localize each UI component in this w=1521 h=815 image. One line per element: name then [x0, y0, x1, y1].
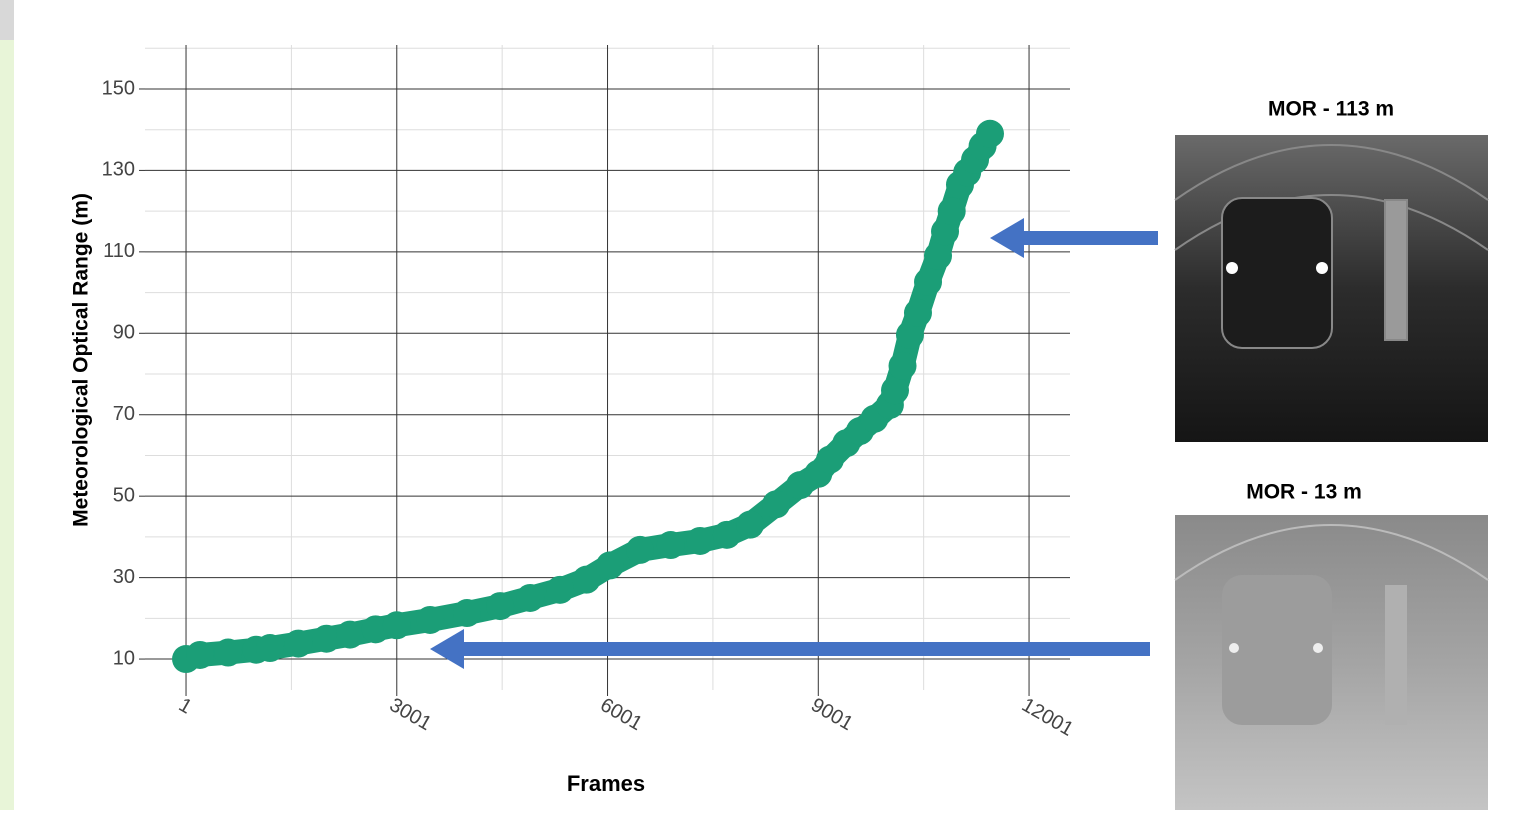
y-tick-label: 10: [113, 647, 135, 669]
data-point: [595, 551, 624, 580]
data-point: [975, 119, 1004, 148]
data-point: [625, 535, 654, 564]
y-tick-label: 110: [103, 240, 135, 262]
y-tick-label: 90: [113, 322, 135, 344]
data-point: [312, 624, 341, 653]
data-point: [382, 611, 411, 640]
headlight: [1229, 643, 1239, 653]
data-point: [335, 620, 364, 649]
image-detail: [1174, 144, 1489, 349]
y-tick-label: 150: [102, 77, 135, 99]
data-point: [214, 638, 243, 667]
y-tick-label: 130: [102, 159, 135, 181]
x-axis-label: Frames: [567, 771, 645, 796]
arrow: [430, 629, 1150, 669]
image-detail: [1174, 524, 1489, 725]
x-tick-label: 9001: [807, 694, 857, 735]
data-point: [284, 629, 313, 658]
data-point: [888, 351, 917, 380]
data-point: [762, 490, 791, 519]
data-point: [895, 320, 924, 349]
x-tick-label: 6001: [596, 694, 646, 735]
annotation: MOR - 113 m: [1268, 98, 1394, 121]
data-point: [736, 510, 765, 539]
data-point: [656, 531, 685, 560]
data-point: [452, 599, 481, 628]
data-point: [937, 197, 966, 226]
headlight: [1313, 643, 1323, 653]
y-tick-label: 70: [113, 403, 135, 425]
data-point: [186, 640, 215, 669]
data-point: [255, 634, 284, 663]
headlight: [1226, 262, 1238, 274]
data-point: [881, 376, 910, 405]
data-point: [486, 592, 515, 621]
data-point: [516, 583, 545, 612]
y-tick-label: 30: [113, 566, 135, 588]
headlight: [1316, 262, 1328, 274]
side-strip: [0, 0, 14, 810]
data-point: [416, 605, 445, 634]
y-axis-label: Meteorological Optical Range (m): [70, 193, 93, 527]
data-point: [361, 615, 390, 644]
data-point: [572, 565, 601, 594]
annotation: MOR - 13 m: [1246, 481, 1362, 504]
x-tick-label: 12001: [1018, 694, 1077, 741]
arrow: [990, 218, 1158, 258]
data-point: [712, 520, 741, 549]
data-point: [546, 575, 575, 604]
data-point: [686, 526, 715, 555]
data-point: [923, 241, 952, 270]
y-tick-label: 50: [113, 484, 135, 506]
side-strip-top: [0, 0, 14, 40]
data-point: [903, 298, 932, 327]
x-tick-label: 1: [175, 694, 196, 719]
x-tick-label: 3001: [386, 694, 436, 735]
data-point: [914, 267, 943, 296]
